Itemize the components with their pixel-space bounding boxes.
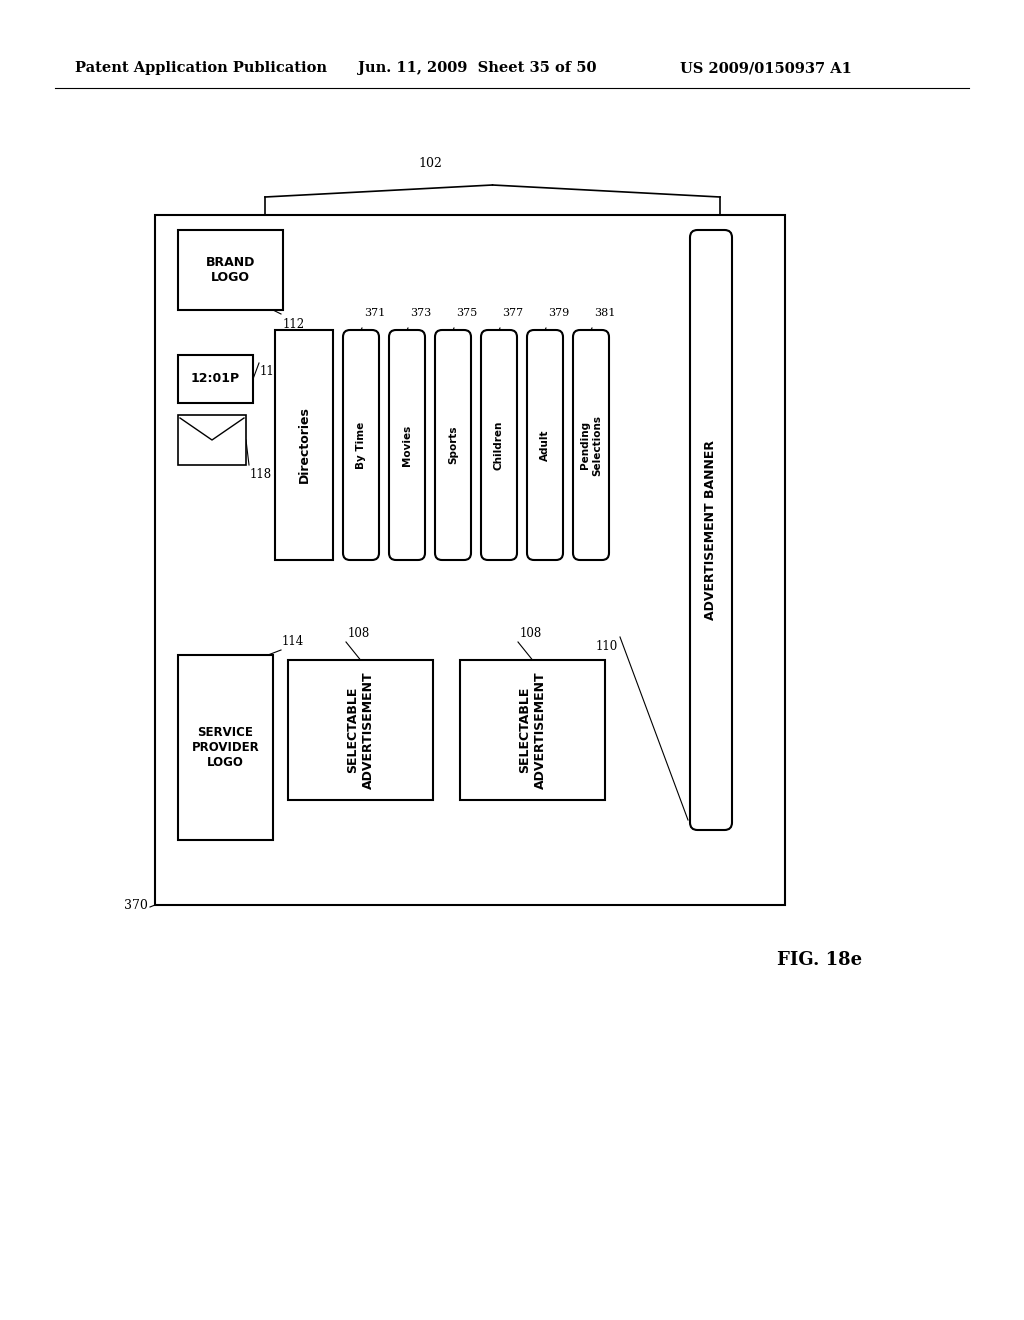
Bar (460, 660, 605, 800)
Text: Sports: Sports (449, 426, 458, 465)
Bar (178, 655, 273, 840)
Text: 377: 377 (502, 308, 523, 318)
Text: SELECTABLE
ADVERTISEMENT: SELECTABLE ADVERTISEMENT (518, 671, 547, 789)
Text: Children: Children (494, 420, 504, 470)
Text: 102: 102 (418, 157, 442, 170)
FancyBboxPatch shape (389, 330, 425, 560)
Bar (178, 414, 246, 465)
FancyBboxPatch shape (343, 330, 379, 560)
Text: FIG. 18e: FIG. 18e (777, 950, 862, 969)
Text: 12:01P: 12:01P (190, 372, 240, 385)
Text: Directories: Directories (298, 407, 310, 483)
Text: BRAND
LOGO: BRAND LOGO (206, 256, 255, 284)
Text: 110: 110 (596, 640, 618, 653)
Text: 375: 375 (456, 308, 477, 318)
Text: Pending
Selections: Pending Selections (581, 414, 602, 475)
FancyBboxPatch shape (481, 330, 517, 560)
FancyBboxPatch shape (435, 330, 471, 560)
Text: SELECTABLE
ADVERTISEMENT: SELECTABLE ADVERTISEMENT (346, 671, 375, 789)
Bar (155, 215, 785, 906)
Text: US 2009/0150937 A1: US 2009/0150937 A1 (680, 61, 852, 75)
Text: 108: 108 (520, 627, 543, 640)
Text: Patent Application Publication: Patent Application Publication (75, 61, 327, 75)
Text: 112: 112 (283, 318, 305, 331)
Text: ADVERTISEMENT BANNER: ADVERTISEMENT BANNER (705, 440, 718, 620)
Bar (178, 230, 283, 310)
Text: Adult: Adult (540, 429, 550, 461)
FancyBboxPatch shape (690, 230, 732, 830)
Text: 116: 116 (260, 366, 283, 378)
Text: 371: 371 (364, 308, 385, 318)
Text: 118: 118 (250, 469, 272, 480)
Text: By Time: By Time (356, 421, 366, 469)
Text: 114: 114 (282, 635, 304, 648)
Text: SERVICE
PROVIDER
LOGO: SERVICE PROVIDER LOGO (191, 726, 259, 770)
FancyBboxPatch shape (527, 330, 563, 560)
Text: Jun. 11, 2009  Sheet 35 of 50: Jun. 11, 2009 Sheet 35 of 50 (358, 61, 597, 75)
FancyBboxPatch shape (573, 330, 609, 560)
Bar (178, 355, 253, 403)
Text: 373: 373 (410, 308, 431, 318)
Bar (275, 330, 333, 560)
Text: 379: 379 (548, 308, 569, 318)
Bar (288, 660, 433, 800)
Text: 108: 108 (348, 627, 371, 640)
Text: 381: 381 (594, 308, 615, 318)
Text: 370: 370 (124, 899, 148, 912)
Text: Movies: Movies (402, 424, 412, 466)
